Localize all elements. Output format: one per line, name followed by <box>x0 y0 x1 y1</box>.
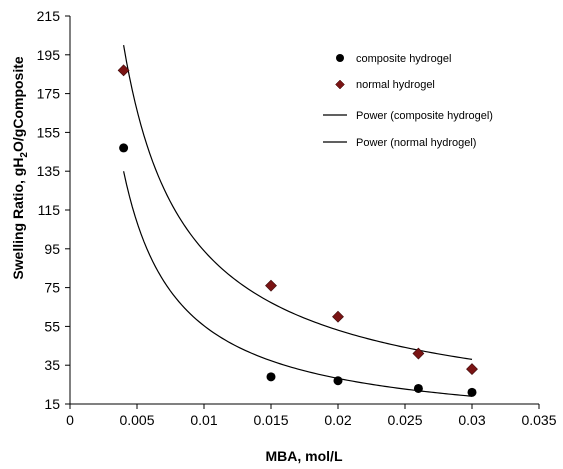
y-axis-title-part1: Swelling Ratio, gH <box>10 158 26 280</box>
legend-label-composite: composite hydrogel <box>356 53 451 65</box>
legend: composite hydrogel normal hydrogel Power… <box>323 53 493 149</box>
data-point-normal <box>412 347 425 360</box>
data-point-composite <box>333 376 343 386</box>
legend-marker-normal <box>335 79 345 90</box>
x-tick-label: 0.005 <box>119 412 154 428</box>
y-tick-label: 175 <box>37 86 61 102</box>
trendline-normal <box>123 44 473 360</box>
data-points <box>117 64 478 397</box>
legend-label-power-normal: Power (normal hydrogel) <box>356 137 476 149</box>
y-axis-title-subscript: 2 <box>19 152 30 158</box>
data-point-normal <box>265 279 277 292</box>
x-tick-label: 0.02 <box>324 412 351 428</box>
x-tick-label: 0.01 <box>190 412 217 428</box>
trend-lines <box>123 44 473 397</box>
data-point-composite <box>467 387 477 397</box>
y-tick-label: 95 <box>44 241 60 257</box>
data-point-composite <box>266 372 276 382</box>
y-tick-label: 135 <box>37 163 61 179</box>
y-tick-label: 75 <box>44 280 60 296</box>
y-tick-label: 35 <box>44 357 60 373</box>
y-tick-label: 195 <box>37 47 61 63</box>
x-axis-title: MBA, mol/L <box>266 448 343 464</box>
y-tick-label: 115 <box>38 202 61 218</box>
x-tick-label: 0.03 <box>458 412 485 428</box>
data-point-normal <box>332 310 344 323</box>
legend-marker-composite <box>336 54 344 62</box>
x-tick-label: 0.025 <box>387 412 422 428</box>
y-tick-label: 155 <box>37 124 61 140</box>
y-ticks: 15 35 55 75 95 115 135 155 175 195 215 <box>37 8 70 412</box>
y-tick-label: 55 <box>44 318 60 334</box>
plot-area <box>69 16 539 405</box>
legend-label-power-composite: Power (composite hydrogel) <box>356 110 493 122</box>
y-tick-label: 215 <box>37 8 61 24</box>
x-tick-label: 0.015 <box>253 412 288 428</box>
data-point-composite <box>413 383 423 393</box>
trendline-composite <box>123 171 473 397</box>
x-tick-label: 0.035 <box>521 412 556 428</box>
y-axis-title-part2: O/gComposite <box>10 56 26 152</box>
y-tick-label: 15 <box>44 396 60 412</box>
x-tick-label: 0 <box>66 412 74 428</box>
x-ticks: 0 0.005 0.01 0.015 0.02 0.025 0.03 0.035 <box>66 404 557 428</box>
data-point-composite <box>119 143 129 153</box>
data-point-normal <box>117 64 130 77</box>
y-axis-title: Swelling Ratio, gH2O/gComposite <box>10 56 30 280</box>
legend-label-normal: normal hydrogel <box>356 79 435 91</box>
data-point-normal <box>466 363 478 376</box>
